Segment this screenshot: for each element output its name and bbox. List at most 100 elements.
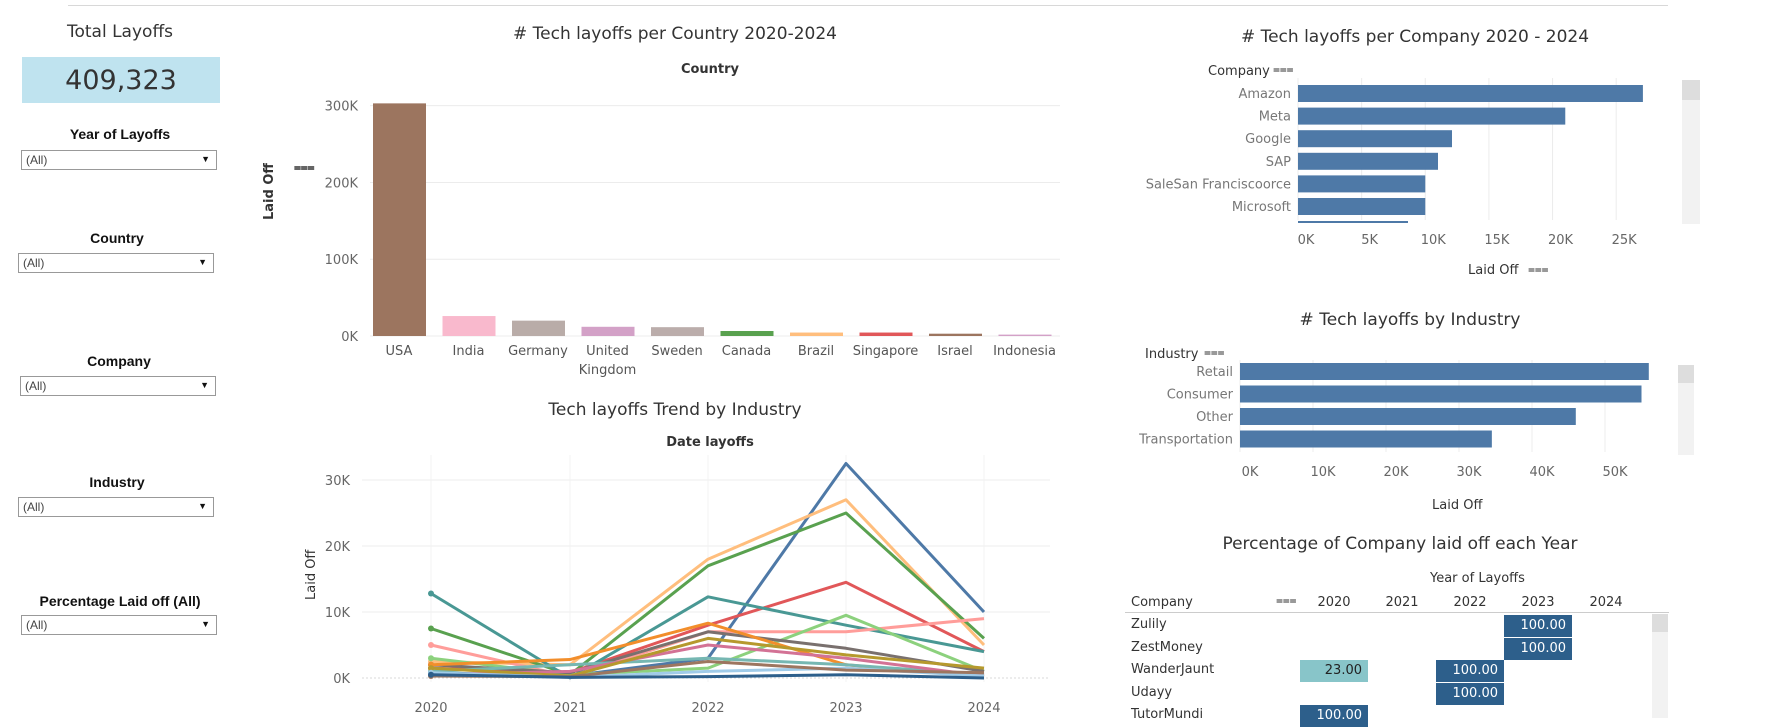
y-tick-label: 20K [325, 540, 351, 555]
x-tick-label: 10K [1310, 465, 1336, 480]
company-label: SaleSan Franciscoorce [1146, 177, 1291, 192]
trend-chart-header: Date layoffs [666, 435, 754, 450]
table-cell: 100.00 [1436, 660, 1504, 683]
trend-point [428, 642, 434, 648]
company-bar-partial [1298, 221, 1408, 223]
x-tick-label: 2020 [414, 701, 447, 716]
trend-point [428, 671, 434, 678]
trend-point [428, 625, 434, 632]
bar-india [442, 316, 496, 336]
pct-table: 2020 2021 2022 2023 2024 Zulily 100.00 ZestMone… [1125, 595, 1685, 727]
company-label: Microsoft [1232, 200, 1291, 215]
industry-bar-chart: 0K 10K 20K 30K 40K 50K Retail Consumer Other Tran… [1138, 360, 1649, 480]
industry-label: Other [1196, 410, 1234, 425]
filter-select-country[interactable]: (All) ▼ [18, 253, 214, 273]
x-tick-label: 20K [1383, 465, 1409, 480]
industry-label: Transportation [1138, 433, 1233, 448]
x-tick-label: 15K [1484, 233, 1510, 248]
filter-label-country: Country [90, 230, 144, 246]
trend-chart-ylabel: Laid Off [304, 549, 319, 600]
company-label: SAP [1266, 155, 1291, 170]
y-tick-label: 30K [325, 474, 351, 489]
trend-point [428, 665, 434, 672]
x-tick-label: 2021 [553, 701, 586, 716]
filter-select-industry[interactable]: (All) ▼ [18, 497, 214, 517]
filter-label-industry: Industry [89, 474, 145, 490]
filter-label-year: Year of Layoffs [69, 126, 171, 142]
company-bar-chart: 0K 5K 10K 15K 20K 25K Amazon Meta Google SAP SaleS… [1146, 78, 1643, 248]
company-label: Amazon [1238, 87, 1291, 102]
table-row-company: Udayy [1131, 684, 1173, 700]
country-bar-chart: 0K 100K 200K 300K USA India Germany United Kingd… [325, 100, 1060, 378]
kpi-title: Total Layoffs [66, 22, 174, 42]
filter-select-company[interactable]: (All) ▼ [20, 376, 216, 396]
table-cell: 100.00 [1504, 637, 1572, 660]
table-cell: 100.00 [1436, 682, 1504, 705]
dropdown-arrow-icon: ▼ [201, 619, 210, 629]
country-chart-header: Country [680, 62, 740, 77]
year-col-header: 2024 [1589, 595, 1623, 610]
x-tick-label: 20K [1548, 233, 1574, 248]
industry-chart-title: # Tech layoffs by Industry [1299, 310, 1521, 330]
trend-series-line [430, 673, 985, 680]
y-tick-label: 0K [341, 330, 358, 345]
table-row-company: Zulily [1131, 617, 1167, 632]
y-tick-label: 0K [333, 672, 350, 687]
industry-bar [1240, 385, 1642, 403]
company-bar [1298, 198, 1426, 215]
dropdown-arrow-icon: ▼ [198, 501, 207, 511]
country-chart-title: # Tech layoffs per Country 2020-2024 [513, 24, 837, 44]
filter-select-percentage[interactable]: (All) ▼ [21, 615, 217, 635]
pct-table-row-header: Company [1131, 595, 1193, 610]
table-cell: 23.00 [1300, 660, 1368, 683]
trend-point [428, 590, 434, 597]
sort-icon[interactable]: ⩶ [1204, 345, 1225, 359]
company-scrollbar[interactable] [1682, 80, 1700, 224]
y-tick-label: 10K [325, 606, 351, 621]
country-chart-ylabel: Laid Off [262, 163, 277, 220]
year-col-header: 2020 [1317, 595, 1351, 610]
x-tick-label: 2023 [829, 701, 862, 716]
company-chart-xlabel: Laid Off [1468, 263, 1519, 278]
trend-line-chart: 0K 10K 20K 30K 2020 2021 2022 2023 2024 [325, 455, 1050, 716]
y-tick-label: 100K [325, 253, 359, 268]
x-tick-label: Singapore [853, 344, 919, 359]
industry-bar [1240, 363, 1649, 380]
pct-table-scrollbar[interactable] [1652, 614, 1668, 718]
sort-icon[interactable]: ⩶ [1276, 593, 1297, 607]
trend-series-line [430, 511, 986, 677]
x-tick-label: Canada [722, 344, 771, 359]
filter-value-company: (All) [25, 379, 47, 393]
y-tick-label: 200K [325, 176, 359, 191]
x-tick-label: 2022 [691, 701, 724, 716]
industry-label: Retail [1196, 365, 1233, 380]
bar-israel [929, 333, 982, 336]
filter-value-industry: (All) [23, 500, 45, 514]
trend-point [428, 655, 434, 662]
industry-chart-header: Industry [1145, 347, 1199, 362]
x-tick-label: Brazil [798, 344, 834, 359]
company-bar [1298, 85, 1643, 102]
sort-icon[interactable]: ⩶ [294, 160, 315, 174]
company-label: Meta [1259, 110, 1291, 125]
year-col-header: 2021 [1385, 595, 1419, 610]
filter-label-company: Company [87, 353, 151, 369]
bar-sweden [651, 327, 704, 336]
sort-icon[interactable]: ⩶ [1273, 62, 1294, 76]
sort-icon[interactable]: ⩶ [1528, 262, 1549, 276]
company-bar [1298, 175, 1426, 193]
industry-scrollbar[interactable] [1678, 365, 1694, 455]
x-tick-label: India [453, 344, 485, 359]
bar-indonesia [998, 334, 1052, 336]
filter-value-percentage: (All) [26, 618, 48, 632]
x-tick-label: 5K [1361, 233, 1378, 248]
pct-table-title: Percentage of Company laid off each Year [1222, 534, 1578, 554]
company-chart-title: # Tech layoffs per Company 2020 - 2024 [1240, 27, 1590, 47]
dropdown-arrow-icon: ▼ [198, 257, 207, 267]
x-tick-label: United [586, 344, 629, 359]
industry-bar [1240, 430, 1492, 448]
y-tick-label: 300K [325, 100, 359, 115]
filter-select-year[interactable]: (All) ▼ [21, 150, 217, 170]
year-col-header: 2023 [1521, 595, 1555, 610]
kpi-value: 409,323 [22, 57, 220, 103]
